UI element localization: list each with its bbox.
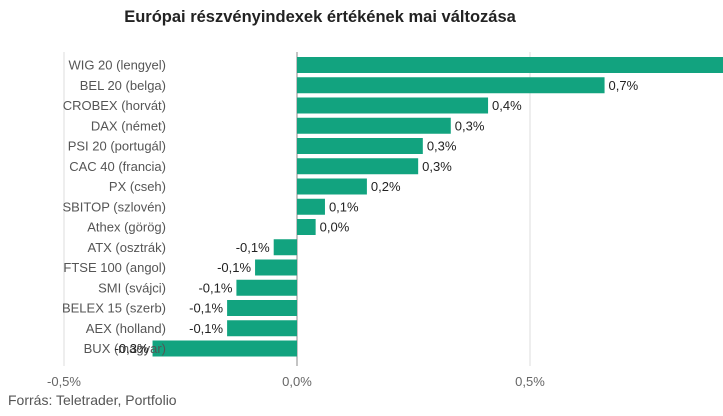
bars [152,57,723,357]
value-label: 0,3% [455,118,485,133]
source-note: Forrás: Teletrader, Portfolio [8,392,177,408]
bar [297,198,325,215]
bar [297,219,316,235]
value-label: -0,1% [236,240,270,255]
category-label: PX (cseh) [109,179,166,194]
category-label: AEX (holland) [86,321,166,336]
category-label: ATX (osztrák) [88,240,167,255]
category-label: SBITOP (szlovén) [62,199,166,214]
bar [297,138,423,154]
category-label: FTSE 100 (angol) [63,260,166,275]
value-label: -0,1% [198,280,232,295]
bar [273,239,297,256]
x-tick-labels: -0,5%0,0%0,5%1,0%1,5% [47,374,545,389]
bar [297,97,489,114]
bar [227,300,297,316]
value-label: -0,1% [189,321,223,336]
value-label: -0,1% [217,260,251,275]
category-label: CAC 40 (francia) [69,159,166,174]
value-label: 0,2% [371,179,401,194]
bar [152,340,297,357]
value-label: 0,4% [492,98,522,113]
x-tick-label: 0,5% [515,374,545,389]
category-label: BUX (magyar) [84,341,166,356]
category-label: CROBEX (horvát) [63,98,166,113]
category-label: WIG 20 (lengyel) [68,58,166,73]
category-label: BEL 20 (belga) [80,78,166,93]
x-tick-label: 0,0% [282,374,312,389]
value-label: 0,0% [320,220,350,235]
value-label: -0,3% [115,341,149,356]
bar [236,279,297,296]
category-label: SMI (svájci) [98,280,166,295]
bar [297,77,605,94]
bar [297,57,723,73]
value-label: 0,7% [609,78,639,93]
value-labels: 1,1%0,7%0,4%0,3%0,3%0,3%0,2%0,1%0,0%-0,1… [115,78,639,356]
chart-title: Európai részvényindexek értékének mai vá… [124,8,516,26]
bar [227,320,297,337]
category-label: PSI 20 (portugál) [68,139,166,154]
value-label: -0,1% [189,301,223,316]
bar [297,158,419,175]
bar [297,178,367,195]
category-label: DAX (német) [91,118,166,133]
value-label: 0,3% [422,159,452,174]
bar [255,259,297,276]
category-label: Athex (görög) [87,220,166,235]
category-label: BELEX 15 (szerb) [62,301,166,316]
x-tick-label: -0,5% [47,374,81,389]
value-label: 0,3% [427,139,457,154]
bar [297,117,451,134]
category-labels: WIG 20 (lengyel) BEL 20 (belga) CROBEX (ho… [62,58,166,357]
value-label: 0,1% [329,199,359,214]
